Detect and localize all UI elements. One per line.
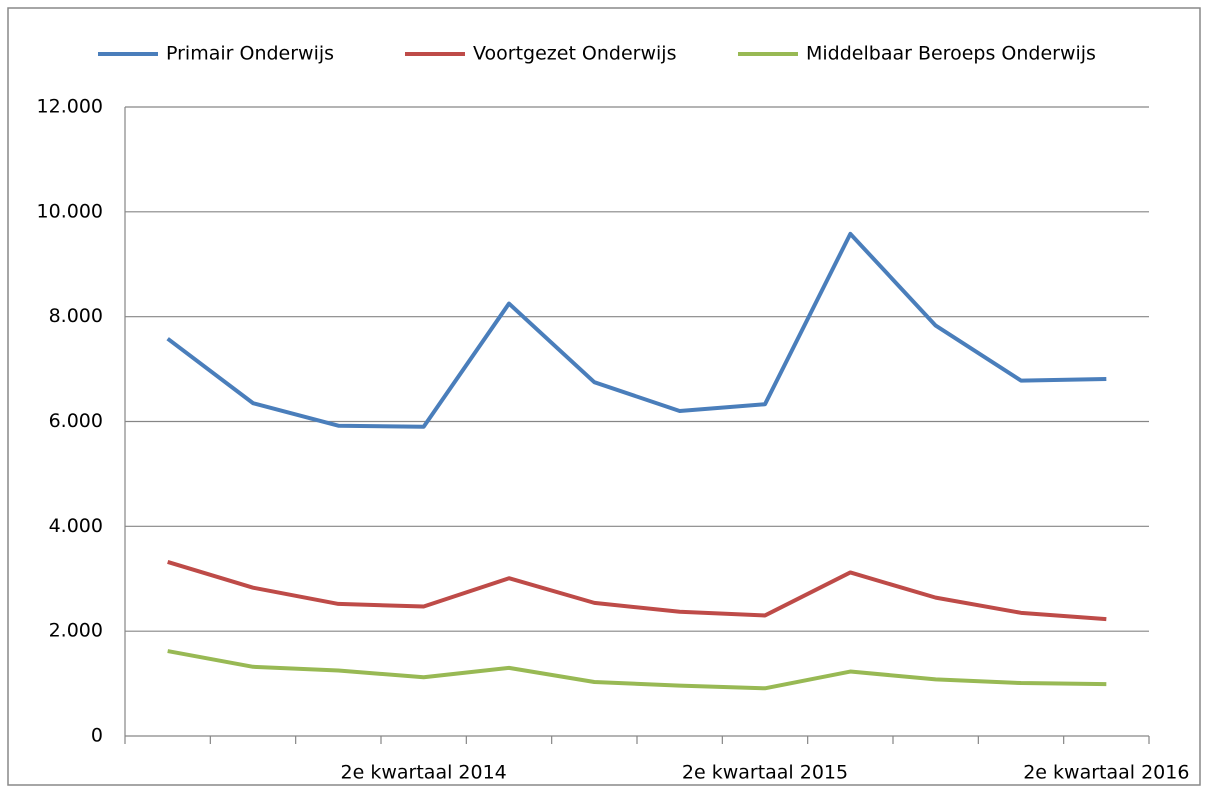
series-line — [166, 231, 1107, 429]
legend-label: Primair Onderwijs — [166, 43, 334, 65]
x-tick-label: 2e kwartaal 2016 — [1023, 762, 1189, 784]
y-tick-label: 6.000 — [49, 410, 103, 432]
series-line — [167, 560, 1107, 622]
x-tick-label: 2e kwartaal 2015 — [682, 762, 848, 784]
y-tick-label: 10.000 — [37, 200, 103, 222]
legend-label: Voortgezet Onderwijs — [473, 43, 677, 65]
y-tick-label: 12.000 — [37, 96, 103, 118]
chart-frame — [7, 7, 1201, 786]
y-tick-label: 4.000 — [49, 515, 103, 537]
y-tick-label: 2.000 — [49, 620, 103, 642]
series-line — [167, 649, 1107, 691]
legend-label: Middelbaar Beroeps Onderwijs — [806, 43, 1096, 65]
y-tick-label: 0 — [91, 725, 103, 747]
x-tick-label: 2e kwartaal 2014 — [341, 762, 507, 784]
y-tick-label: 8.000 — [49, 305, 103, 327]
